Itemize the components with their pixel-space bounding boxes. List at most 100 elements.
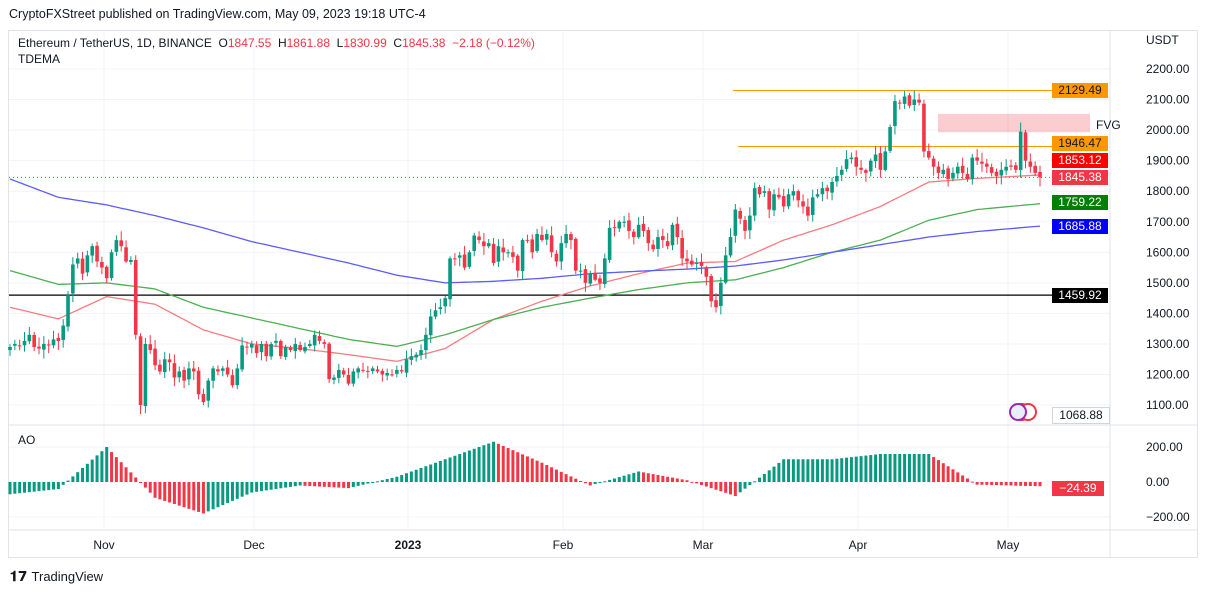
candle-down bbox=[680, 237, 684, 259]
ao-bar bbox=[685, 480, 689, 482]
candle-up bbox=[351, 371, 356, 384]
candle-down bbox=[196, 370, 201, 395]
low-value: 1830.99 bbox=[343, 36, 387, 50]
published-caption: CryptoFXStreet published on TradingView.… bbox=[9, 7, 426, 21]
y-tick-label: 1400.00 bbox=[1146, 306, 1190, 320]
ao-bar bbox=[230, 482, 234, 501]
candle-up bbox=[428, 316, 433, 336]
ao-bar bbox=[661, 475, 665, 482]
ao-bar bbox=[438, 461, 442, 482]
candle-down bbox=[366, 370, 370, 372]
ao-bar bbox=[13, 482, 17, 494]
ao-bar bbox=[521, 454, 525, 482]
candle-down bbox=[245, 346, 249, 348]
candle-down bbox=[975, 157, 979, 161]
ao-bar bbox=[729, 482, 733, 495]
candle-down bbox=[530, 239, 535, 253]
currency-label: USDT bbox=[1146, 33, 1179, 47]
ao-bar bbox=[704, 482, 708, 487]
ao-bar bbox=[269, 482, 273, 490]
candle-up bbox=[844, 159, 849, 169]
ao-bar bbox=[259, 482, 263, 492]
candle-up bbox=[395, 369, 399, 374]
close-value: 1845.38 bbox=[402, 36, 446, 50]
ao-bar bbox=[743, 482, 747, 489]
candle-up bbox=[999, 169, 1004, 176]
candle-down bbox=[482, 241, 486, 247]
ao-bar bbox=[182, 482, 186, 508]
ao-bar bbox=[95, 455, 99, 482]
candle-down bbox=[56, 337, 61, 341]
ao-bar bbox=[52, 482, 56, 490]
candle-down bbox=[767, 191, 772, 210]
tradingview-logo[interactable]: 𝟏𝟳 TradingView bbox=[10, 568, 103, 585]
ao-bar bbox=[322, 482, 326, 487]
ao-bar bbox=[1038, 482, 1042, 487]
x-tick-label: 2023 bbox=[395, 538, 422, 552]
ao-bar bbox=[56, 482, 60, 489]
ao-bar bbox=[680, 479, 684, 482]
ao-bar bbox=[1019, 482, 1023, 486]
ao-bar bbox=[637, 471, 641, 482]
ao-bar bbox=[641, 472, 645, 482]
candle-down bbox=[158, 364, 162, 372]
ao-bar bbox=[936, 460, 940, 482]
symbol-title[interactable]: Ethereum / TetherUS, 1D, BINANCE bbox=[18, 36, 212, 50]
ao-bar bbox=[569, 476, 573, 482]
ao-bar bbox=[245, 482, 249, 495]
price-tag: 1845.38 bbox=[1052, 170, 1108, 185]
ao-bar bbox=[583, 482, 587, 484]
candle-up bbox=[839, 169, 844, 175]
y-tick-label: 1500.00 bbox=[1146, 276, 1190, 290]
candle-up bbox=[951, 172, 955, 179]
ao-bar bbox=[216, 482, 220, 508]
ao-bar bbox=[535, 460, 539, 482]
candle-up bbox=[90, 246, 95, 256]
candle-down bbox=[646, 230, 651, 244]
ao-bar bbox=[709, 482, 713, 489]
candle-up bbox=[438, 307, 443, 310]
candle-down bbox=[675, 223, 680, 238]
ao-bar bbox=[124, 467, 128, 482]
ao-bar bbox=[303, 482, 307, 486]
fvg-label: FVG bbox=[1096, 118, 1121, 132]
ao-bar bbox=[27, 482, 31, 493]
indicator-label[interactable]: TDEMA bbox=[18, 52, 60, 66]
candle-down bbox=[148, 344, 153, 351]
ao-bar bbox=[690, 481, 694, 483]
chart-frame bbox=[8, 30, 1198, 558]
candle-up bbox=[356, 368, 360, 373]
brand-label: TradingView bbox=[31, 569, 104, 584]
candle-up bbox=[424, 334, 428, 351]
ao-bar bbox=[864, 455, 868, 482]
y-tick-label: 1800.00 bbox=[1146, 184, 1190, 198]
candle-down bbox=[917, 99, 921, 103]
candle-down bbox=[781, 196, 786, 207]
candle-up bbox=[235, 368, 240, 386]
candle-up bbox=[162, 359, 167, 373]
tradingview-icon: 𝟏𝟳 bbox=[10, 568, 28, 584]
ao-bar bbox=[545, 465, 549, 482]
candle-up bbox=[370, 368, 375, 372]
candle-down bbox=[462, 254, 467, 268]
candle-up bbox=[496, 246, 501, 262]
ao-bar bbox=[598, 482, 602, 483]
ao-bar bbox=[574, 478, 578, 482]
candle-down bbox=[380, 370, 385, 375]
ao-bar bbox=[859, 456, 863, 482]
ao-bar bbox=[240, 482, 244, 497]
ao-bar bbox=[961, 475, 965, 482]
ao-bar bbox=[492, 441, 496, 482]
ao-bar bbox=[76, 472, 80, 482]
candle-up bbox=[912, 99, 917, 105]
ao-bar bbox=[511, 450, 515, 482]
candle-down bbox=[1033, 165, 1037, 173]
ao-bar bbox=[525, 456, 529, 482]
ao-label[interactable]: AO bbox=[18, 433, 36, 447]
candle-up bbox=[902, 96, 907, 104]
candle-up bbox=[835, 175, 839, 182]
ao-bar bbox=[791, 459, 795, 482]
candle-down bbox=[864, 170, 868, 173]
candle-up bbox=[240, 345, 244, 370]
